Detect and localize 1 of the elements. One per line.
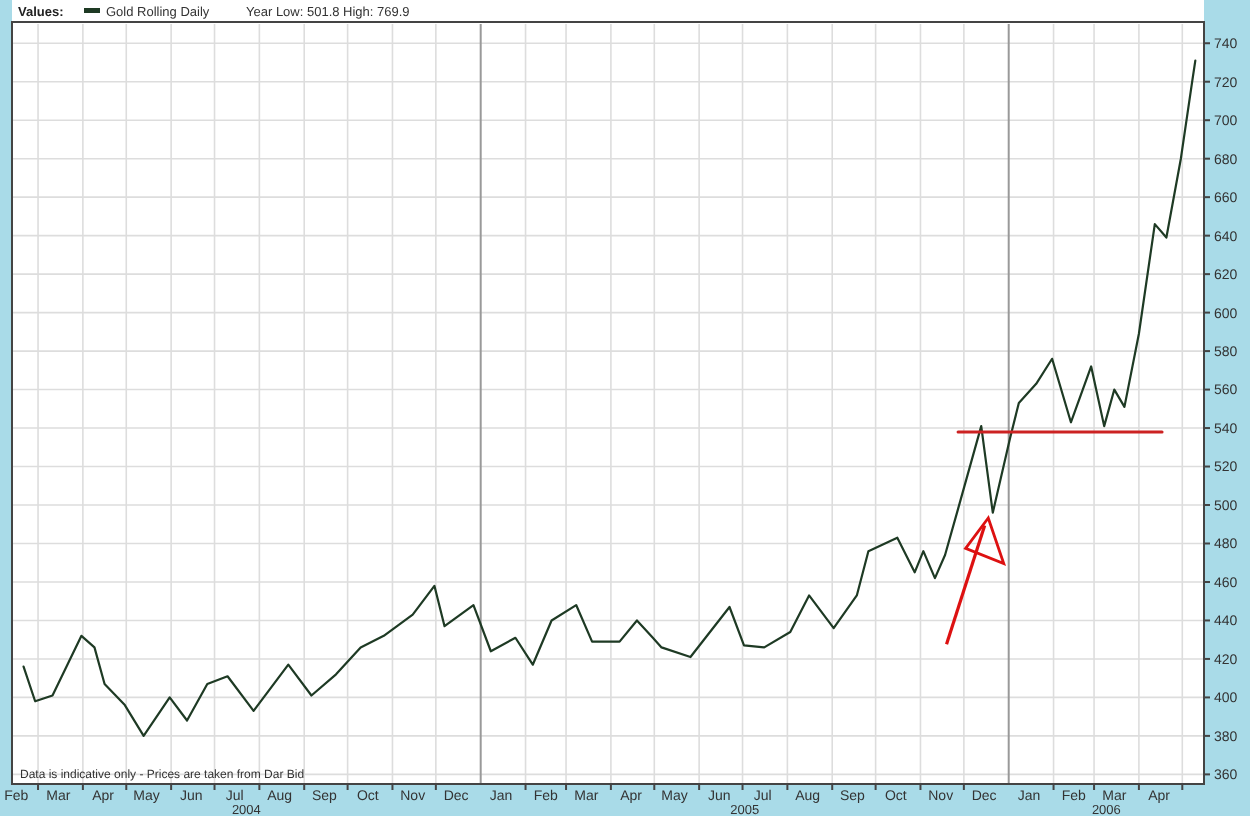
line-series [22, 59, 1197, 737]
